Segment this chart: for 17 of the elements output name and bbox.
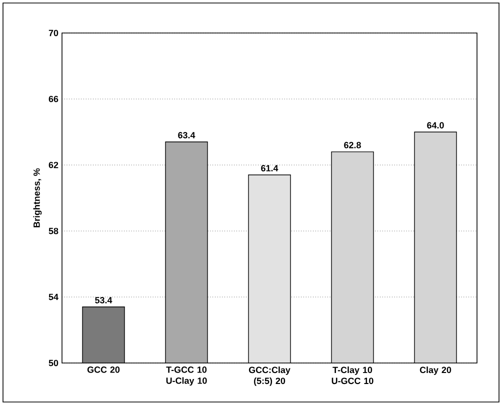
y-axis-title: Brightness, % [33,168,42,228]
data-label: 53.4 [95,297,112,304]
x-tick-label: GCC:Clay (5:5) 20 [248,366,290,386]
y-tick-label: 54 [48,294,58,300]
data-label: 64.0 [427,122,444,128]
y-tick-label: 70 [48,30,58,36]
data-label: 61.4 [261,165,278,172]
data-label: 63.4 [178,132,196,138]
x-tick-label: T-Clay 10 U-GCC 10 [332,366,374,384]
x-tick-label: T-GCC 10 U-Clay 10 [166,366,207,386]
y-tick-label: 66 [48,96,58,102]
data-label: 62.8 [344,142,361,148]
y-tick-label: 58 [48,228,58,234]
x-tick-label: Clay 20 [420,366,452,375]
y-tick-label: 50 [48,360,58,366]
x-tick-label: GCC 20 [87,366,120,373]
y-tick-label: 62 [48,162,58,168]
